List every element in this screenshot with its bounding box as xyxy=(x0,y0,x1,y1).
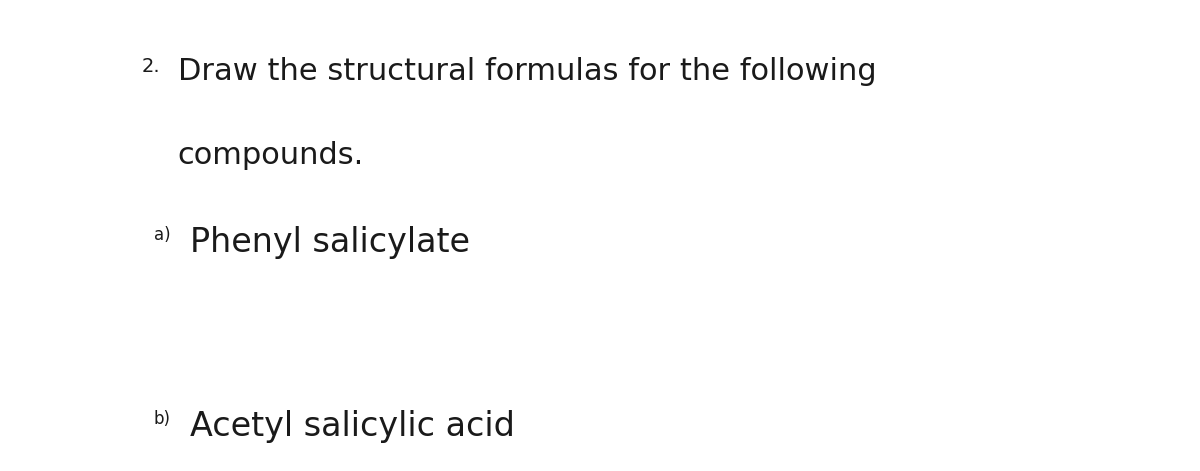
Text: a): a) xyxy=(154,226,170,244)
Text: Acetyl salicylic acid: Acetyl salicylic acid xyxy=(190,410,515,443)
Text: 2.: 2. xyxy=(142,57,161,75)
Text: compounds.: compounds. xyxy=(178,141,364,171)
Text: b): b) xyxy=(154,410,170,428)
Text: Phenyl salicylate: Phenyl salicylate xyxy=(190,226,469,259)
Text: Draw the structural formulas for the following: Draw the structural formulas for the fol… xyxy=(178,57,876,86)
